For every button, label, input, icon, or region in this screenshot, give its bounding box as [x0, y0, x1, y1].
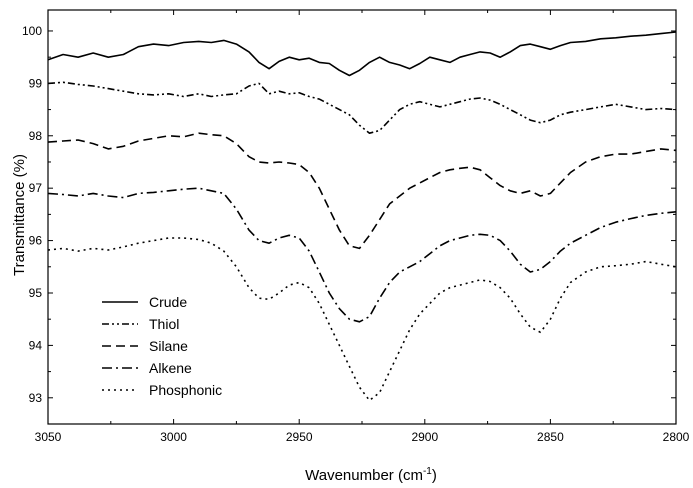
- y-tick-label: 98: [29, 129, 43, 143]
- legend: Crude Thiol Silane Alkene Phosphonic: [102, 294, 222, 398]
- y-axis: 93 94 95 96 97 98 99 100: [22, 24, 676, 425]
- y-tick-label: 97: [29, 181, 43, 195]
- series-line-thiol: [47, 81, 677, 134]
- legend-label-silane: Silane: [149, 338, 188, 354]
- y-tick-label: 96: [29, 234, 43, 248]
- y-tick-label: 99: [29, 76, 43, 90]
- series-line-silane: [47, 132, 677, 250]
- legend-label-crude: Crude: [149, 294, 187, 310]
- plot-area: [47, 9, 677, 425]
- x-axis: 3050 3000 2950 2900 2850 2800: [35, 10, 690, 444]
- y-tick-label: 93: [29, 391, 43, 405]
- legend-label-alkene: Alkene: [149, 360, 192, 376]
- x-tick-label: 2800: [663, 430, 690, 444]
- x-tick-label: 3050: [35, 430, 62, 444]
- legend-label-phosphonic: Phosphonic: [149, 382, 222, 398]
- plot-frame: [47, 9, 677, 425]
- series-line-alkene: [47, 187, 677, 323]
- y-tick-label: 95: [29, 286, 43, 300]
- series-line-phosphonic: [47, 237, 677, 402]
- series-line-crude: [47, 31, 677, 77]
- y-tick-label: 100: [22, 24, 42, 38]
- x-tick-label: 3000: [160, 430, 187, 444]
- x-tick-label: 2950: [286, 430, 313, 444]
- y-axis-title: Transmittance (%): [11, 154, 28, 276]
- x-tick-label: 2900: [411, 430, 438, 444]
- x-tick-label: 2850: [537, 430, 564, 444]
- x-axis-title: Wavenumber (cm-1): [305, 466, 437, 484]
- y-tick-label: 94: [29, 338, 43, 352]
- legend-label-thiol: Thiol: [149, 316, 179, 332]
